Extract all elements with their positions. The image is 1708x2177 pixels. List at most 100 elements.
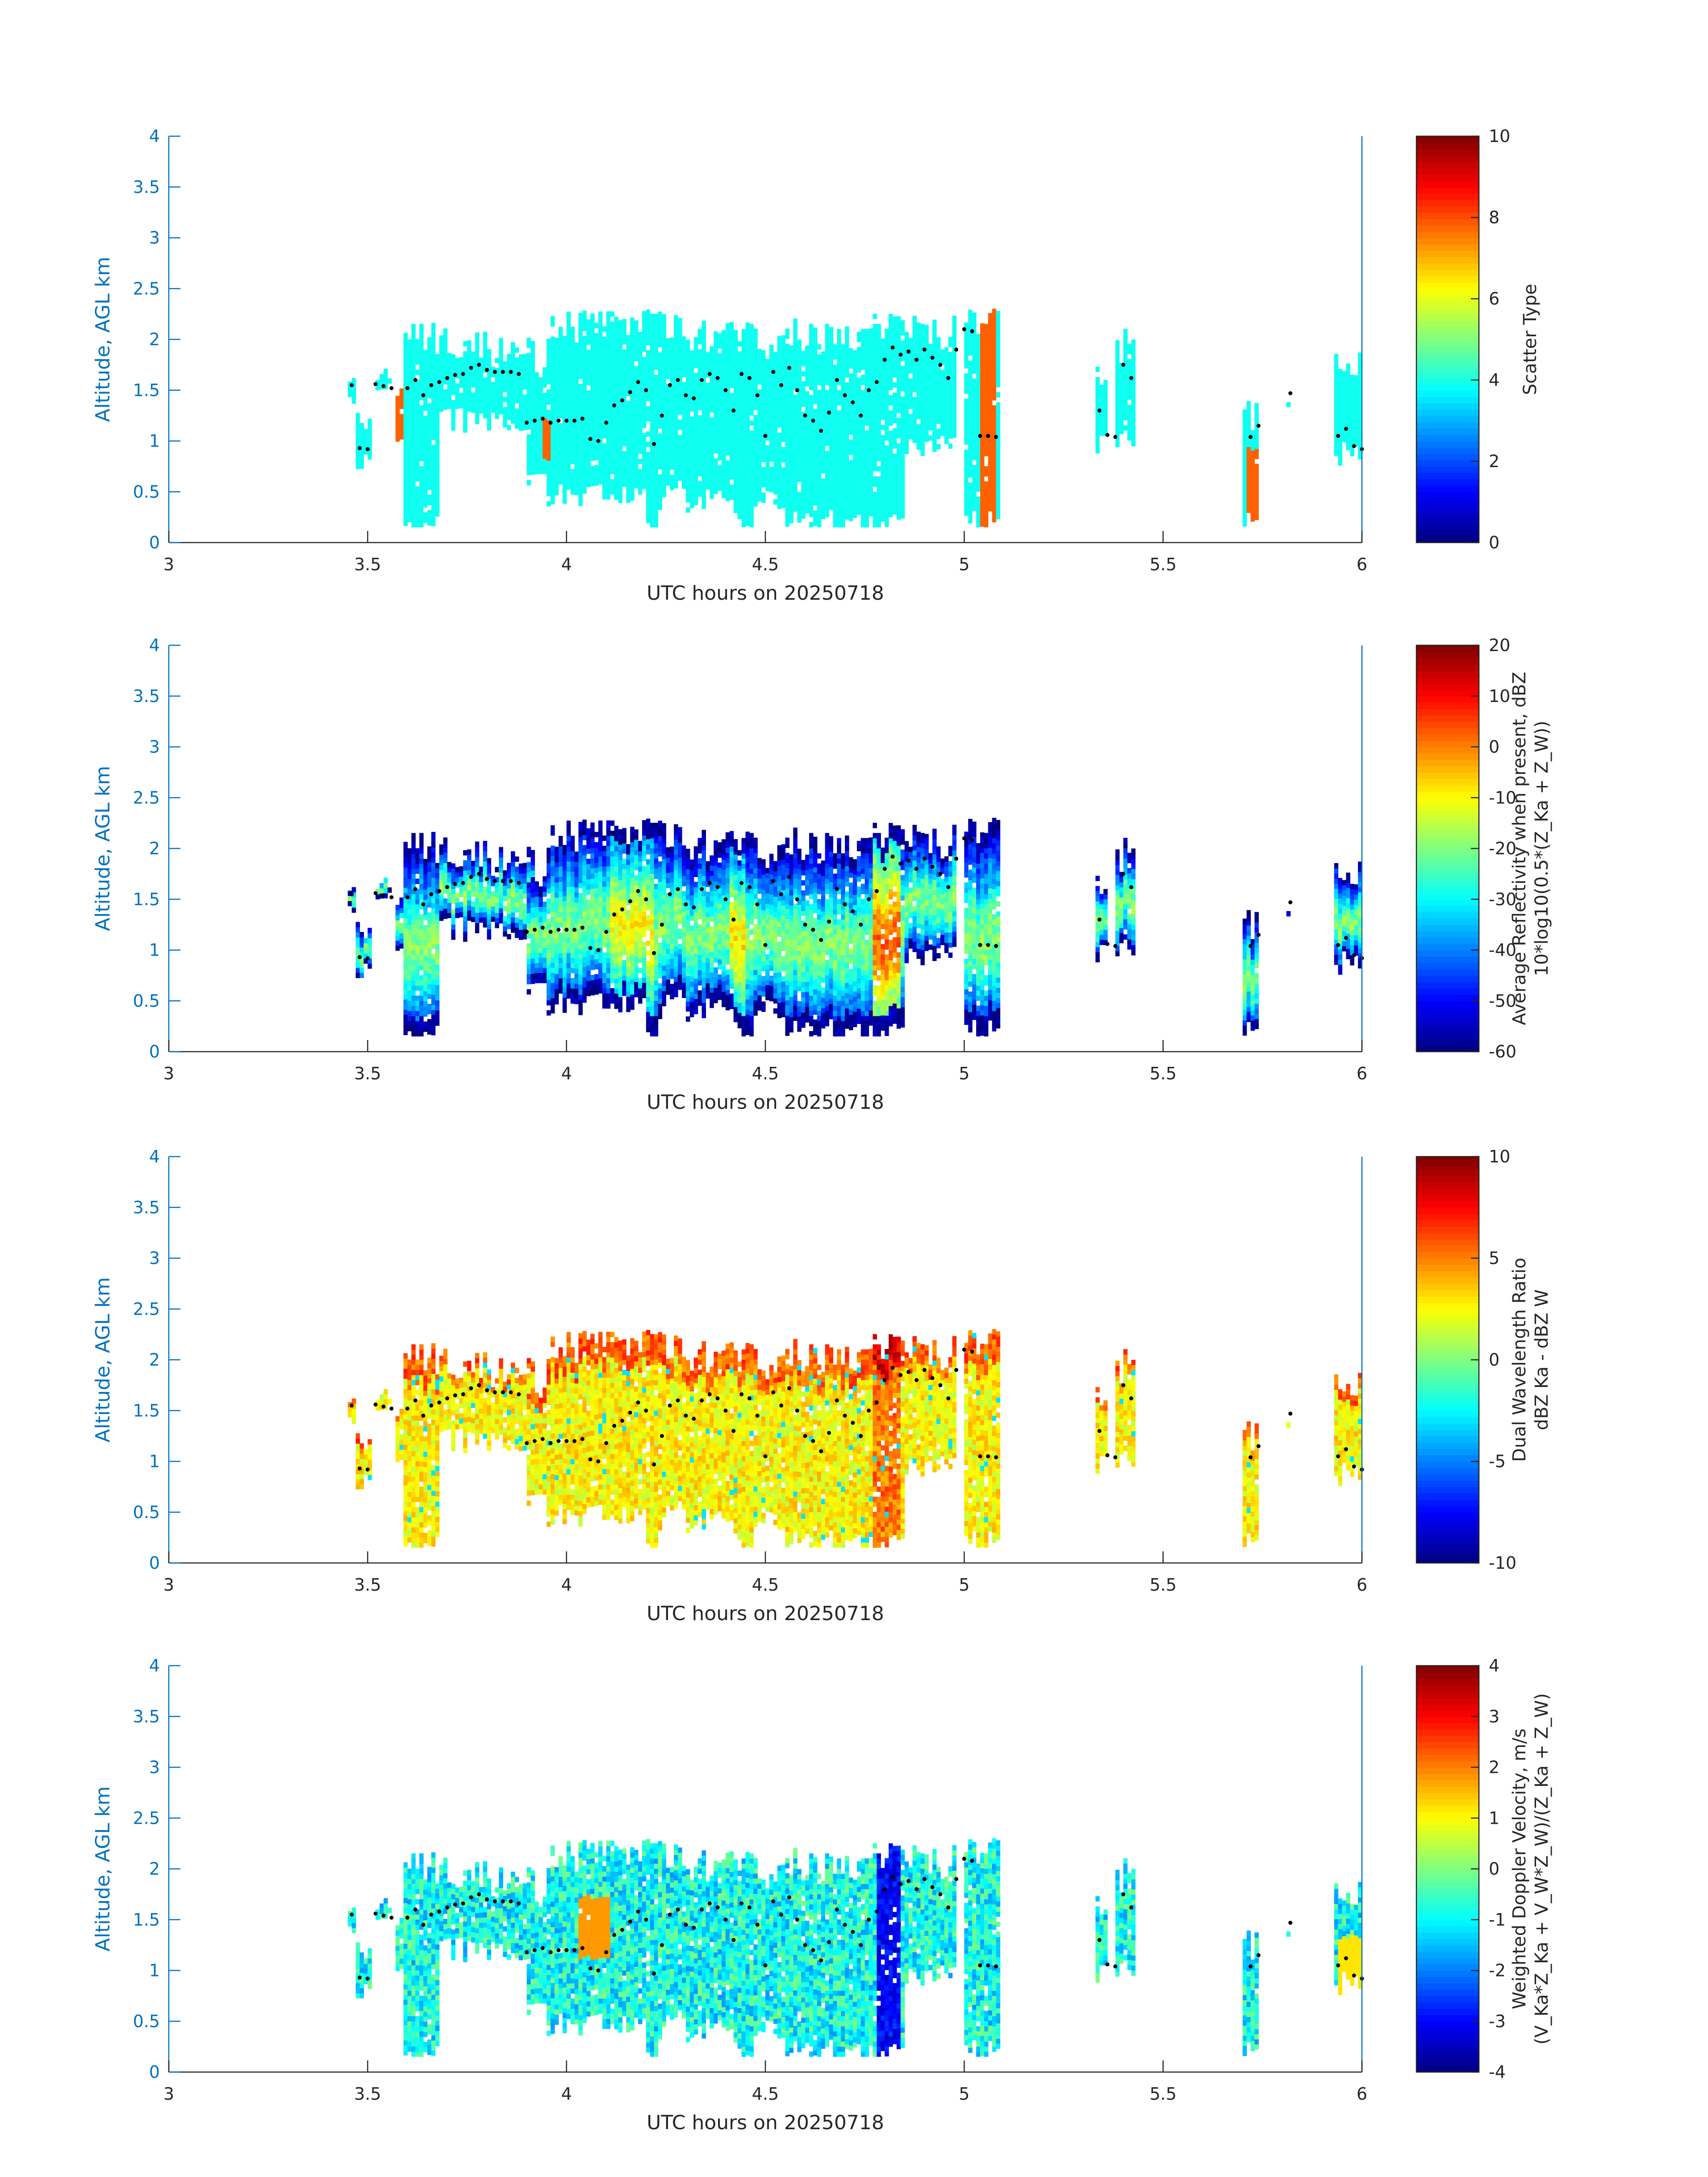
- heatmap-cell: [574, 459, 579, 465]
- heatmap-cell: [932, 350, 937, 355]
- heatmap-cell: [602, 372, 607, 378]
- heatmap-cell: [821, 433, 826, 438]
- heatmap-cell: [964, 500, 969, 506]
- heatmap-cell: [646, 462, 651, 468]
- heatmap-cell: [817, 471, 822, 477]
- heatmap-cell: [1123, 389, 1128, 395]
- heatmap-cell: [789, 426, 793, 432]
- heatmap-cell: [980, 430, 985, 435]
- heatmap-cell: [916, 327, 921, 333]
- heatmap-cell: [693, 347, 698, 353]
- heatmap-cell: [992, 486, 997, 492]
- heatmap-cell: [896, 357, 901, 363]
- heatmap-cell: [722, 462, 726, 468]
- heatmap-cell: [873, 501, 877, 507]
- heatmap-cell: [710, 366, 714, 372]
- heatmap-cell: [860, 435, 865, 441]
- heatmap-cell: [797, 451, 802, 457]
- heatmap-cell: [702, 366, 706, 372]
- heatmap-cell: [988, 359, 993, 364]
- heatmap-cell: [1354, 421, 1358, 426]
- heatmap-cell: [618, 406, 622, 412]
- heatmap-cell: [980, 445, 985, 451]
- heatmap-cell: [936, 418, 941, 424]
- heatmap-cell: [463, 371, 468, 377]
- heatmap-cell: [829, 368, 833, 373]
- heatmap-cell: [769, 390, 774, 396]
- heatmap-cell: [864, 349, 869, 355]
- heatmap-cell: [431, 328, 436, 334]
- heatmap-cell: [411, 339, 416, 345]
- heatmap-cell: [495, 358, 499, 364]
- heatmap-cell: [789, 391, 793, 397]
- heatmap-cell: [626, 421, 631, 427]
- heatmap-cell: [443, 394, 448, 400]
- heatmap-cell: [562, 427, 567, 433]
- heatmap-cell: [431, 373, 436, 379]
- heatmap-cell: [403, 358, 408, 364]
- heatmap-cell: [363, 429, 368, 435]
- heatmap-cell: [670, 418, 674, 424]
- heatmap-cell: [439, 401, 444, 407]
- heatmap-cell: [407, 339, 412, 345]
- heatmap-cell: [896, 377, 901, 383]
- heatmap-cell: [864, 440, 869, 446]
- heatmap-cell: [1095, 402, 1100, 408]
- heatmap-cell: [729, 474, 734, 480]
- heatmap-cell: [674, 325, 678, 331]
- heatmap-cell: [797, 400, 802, 406]
- heatmap-cell: [864, 517, 869, 522]
- heatmap-cell: [403, 439, 408, 445]
- heatmap-cell: [689, 437, 694, 443]
- heatmap-cell: [737, 376, 742, 382]
- heatmap-cell: [825, 451, 830, 456]
- heatmap-cell: [781, 503, 786, 508]
- heatmap-cell: [821, 483, 826, 489]
- heatmap-cell: [447, 404, 451, 409]
- heatmap-cell: [900, 381, 905, 387]
- layer-marker: [413, 378, 418, 382]
- heatmap-cell: [670, 393, 674, 399]
- heatmap-cell: [841, 471, 845, 477]
- heatmap-cell: [447, 368, 451, 374]
- heatmap-cell: [765, 369, 770, 375]
- heatmap-cell: [526, 455, 531, 460]
- heatmap-cell: [415, 466, 420, 472]
- heatmap-cell: [407, 390, 412, 396]
- heatmap-cell: [678, 368, 682, 374]
- heatmap-cell: [877, 517, 881, 522]
- heatmap-cell: [411, 390, 416, 396]
- heatmap-cell: [582, 478, 587, 484]
- heatmap-cell: [638, 413, 643, 418]
- heatmap-cell: [741, 461, 746, 467]
- heatmap-cell: [614, 367, 618, 373]
- heatmap-cell: [1115, 365, 1120, 371]
- heatmap-cell: [729, 383, 734, 389]
- heatmap-cell: [745, 389, 750, 394]
- heatmap-cell: [710, 407, 714, 413]
- heatmap-cell: [1338, 409, 1343, 415]
- layer-marker: [612, 403, 616, 408]
- heatmap-cell: [980, 440, 985, 446]
- heatmap-cell: [554, 383, 559, 389]
- heatmap-cell: [873, 415, 877, 421]
- heatmap-cell: [869, 435, 873, 441]
- y-tick-label: 3.5: [133, 177, 160, 197]
- heatmap-cell: [869, 374, 873, 380]
- heatmap-cell: [598, 469, 603, 475]
- heatmap-cell: [877, 446, 881, 451]
- heatmap-cell: [407, 384, 412, 390]
- heatmap-cell: [773, 448, 778, 454]
- heatmap-cell: [566, 362, 571, 368]
- heatmap-cell: [805, 488, 810, 493]
- heatmap-cell: [908, 404, 913, 409]
- heatmap-cell: [968, 376, 973, 381]
- heatmap-cell: [1127, 359, 1132, 364]
- heatmap-cell: [718, 379, 722, 384]
- heatmap-cell: [968, 320, 973, 326]
- heatmap-cell: [845, 418, 849, 423]
- heatmap-cell: [757, 481, 762, 486]
- heatmap-cell: [427, 454, 432, 460]
- heatmap-cell: [722, 416, 726, 422]
- heatmap-cell: [733, 472, 738, 478]
